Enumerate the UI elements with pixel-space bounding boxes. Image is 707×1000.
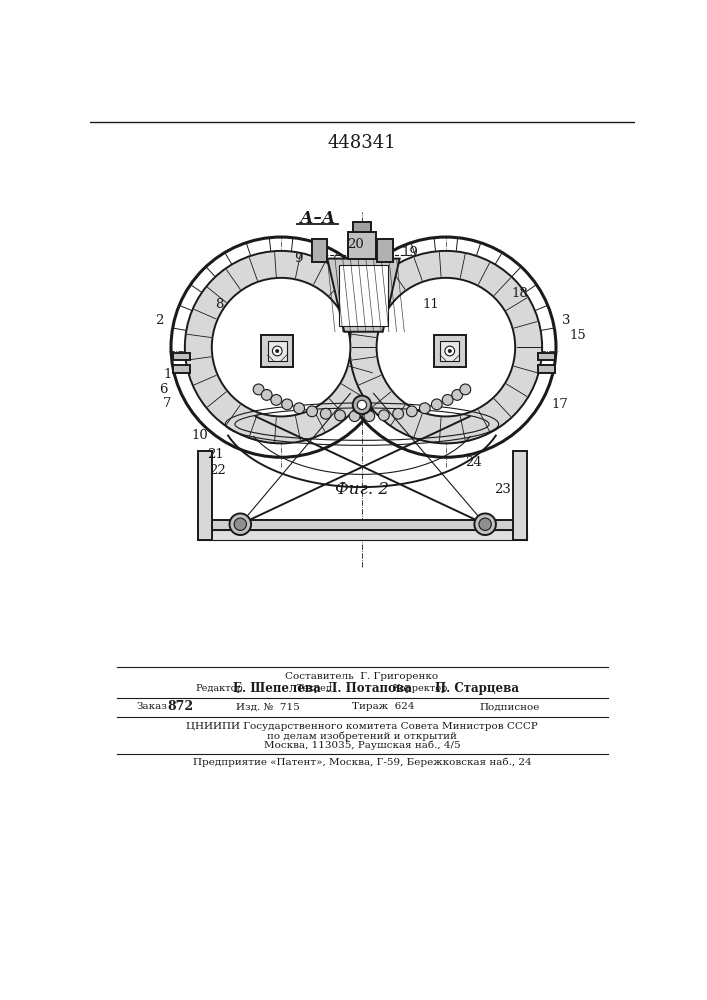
Text: 22: 22 [209, 464, 226, 477]
Circle shape [349, 411, 360, 422]
Circle shape [293, 403, 305, 414]
Text: 19: 19 [402, 246, 418, 259]
Text: 6: 6 [159, 383, 168, 396]
Bar [198, 530, 527, 540]
Text: 21: 21 [207, 448, 224, 461]
Bar [538, 353, 555, 360]
Circle shape [448, 349, 451, 353]
Bar [348, 232, 376, 259]
Text: Предприятие «Патент», Москва, Г-59, Бережковская наб., 24: Предприятие «Патент», Москва, Г-59, Бере… [192, 757, 531, 767]
Circle shape [185, 251, 378, 443]
Circle shape [393, 408, 404, 419]
Bar [173, 353, 190, 360]
Bar [513, 451, 527, 540]
Circle shape [281, 399, 293, 410]
Circle shape [431, 399, 442, 410]
Polygon shape [327, 259, 399, 332]
Text: 1: 1 [163, 368, 171, 381]
Circle shape [271, 395, 281, 405]
Text: Составитель  Г. Григоренко: Составитель Г. Григоренко [286, 672, 438, 681]
Circle shape [452, 390, 462, 400]
Bar [261, 335, 293, 367]
Circle shape [350, 251, 542, 443]
Text: 20: 20 [347, 238, 364, 251]
Text: ЦНИИПИ Государственного комитета Совета Министров СССР: ЦНИИПИ Государственного комитета Совета … [186, 722, 538, 731]
Circle shape [419, 403, 430, 414]
Text: 7: 7 [163, 397, 171, 410]
Bar [198, 520, 527, 530]
Text: 24: 24 [465, 456, 482, 469]
Circle shape [364, 411, 375, 422]
Circle shape [479, 518, 491, 530]
Text: Техред: Техред [296, 684, 332, 693]
Bar [378, 239, 393, 262]
Circle shape [474, 513, 496, 535]
Circle shape [357, 400, 366, 410]
Bar [440, 341, 460, 361]
Text: 18: 18 [511, 287, 528, 300]
Text: А–А: А–А [300, 210, 335, 227]
Text: Заказ: Заказ [136, 702, 168, 711]
Text: Редактор: Редактор [196, 684, 243, 693]
Text: 10: 10 [191, 429, 208, 442]
Circle shape [253, 384, 264, 395]
Text: 3: 3 [562, 314, 571, 327]
Text: 17: 17 [551, 398, 568, 411]
Text: Изд. №  715: Изд. № 715 [236, 702, 300, 711]
Text: Корректор: Корректор [393, 684, 448, 693]
Circle shape [234, 518, 247, 530]
Circle shape [407, 406, 417, 417]
Circle shape [276, 349, 279, 353]
Text: Л. Потапова: Л. Потапова [327, 682, 411, 695]
Text: 448341: 448341 [327, 134, 396, 152]
Text: по делам изобретений и открытий: по делам изобретений и открытий [267, 731, 457, 741]
Bar [353, 222, 371, 232]
Text: Фиг. 2: Фиг. 2 [335, 481, 389, 498]
Text: Е. Шепелева: Е. Шепелева [233, 682, 320, 695]
Circle shape [212, 278, 351, 416]
Circle shape [320, 408, 331, 419]
Circle shape [443, 395, 453, 405]
Circle shape [262, 390, 272, 400]
Bar [267, 341, 287, 361]
Text: 8: 8 [216, 298, 223, 311]
Circle shape [445, 346, 455, 356]
Polygon shape [339, 265, 388, 326]
Text: Москва, 113035, Раушская наб., 4/5: Москва, 113035, Раушская наб., 4/5 [264, 740, 460, 750]
Bar [433, 335, 466, 367]
Text: 9: 9 [294, 252, 303, 265]
Text: 2: 2 [156, 314, 163, 327]
Circle shape [307, 406, 317, 417]
Circle shape [378, 410, 390, 421]
Text: Тираж  624: Тираж 624 [352, 702, 414, 711]
Text: Подписное: Подписное [479, 702, 539, 711]
Circle shape [377, 278, 515, 416]
Text: 11: 11 [422, 298, 439, 311]
Circle shape [353, 396, 371, 414]
Circle shape [460, 384, 471, 395]
Text: П. Старцева: П. Старцева [435, 682, 519, 695]
Bar [173, 365, 190, 373]
Circle shape [230, 513, 251, 535]
Bar [198, 451, 212, 540]
Text: 15: 15 [569, 329, 586, 342]
Text: 872: 872 [167, 700, 193, 713]
Circle shape [334, 410, 346, 421]
Circle shape [272, 346, 282, 356]
Text: 23: 23 [493, 483, 510, 496]
Bar [538, 365, 555, 373]
Bar [312, 239, 327, 262]
